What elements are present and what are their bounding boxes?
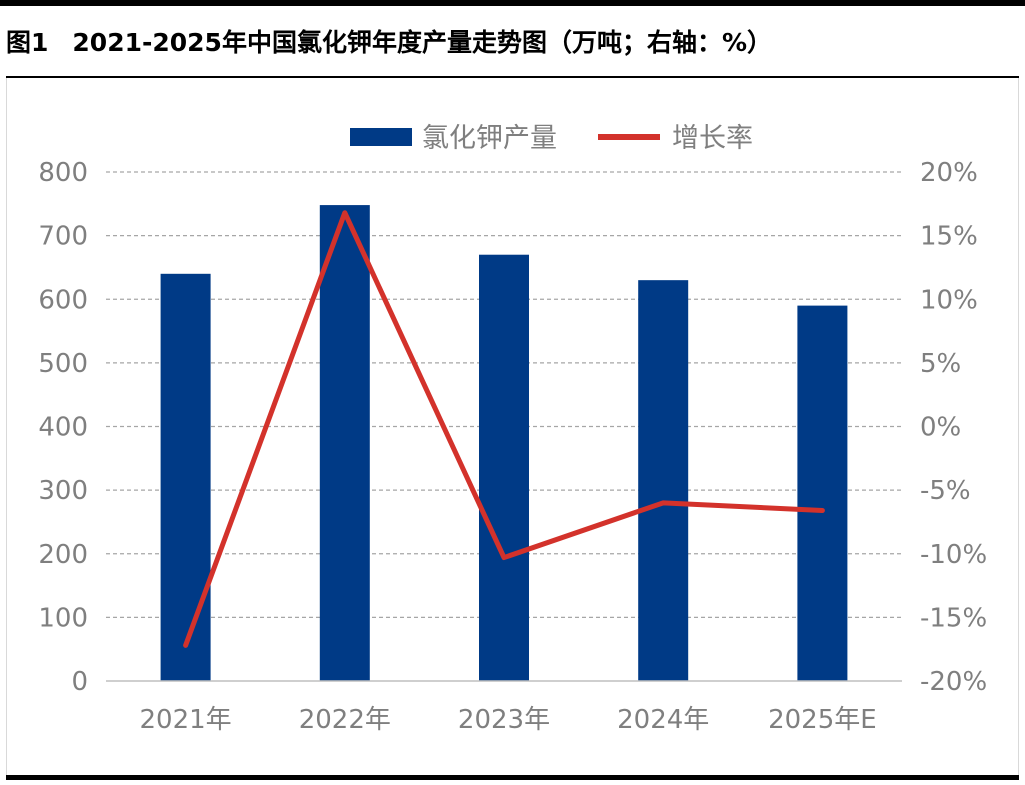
top-rule	[0, 0, 1025, 6]
left-axis-tick-label: 400	[38, 413, 88, 443]
right-axis-tick-label: 5%	[920, 349, 961, 379]
x-axis-category-label: 2022年	[299, 705, 391, 735]
right-axis-tick-label: -10%	[920, 540, 987, 570]
left-axis-tick-label: 300	[38, 476, 88, 506]
right-axis-tick-label: -15%	[920, 603, 987, 633]
left-axis-tick-label: 700	[38, 222, 88, 252]
left-axis-tick-label: 500	[38, 349, 88, 379]
x-axis-category-label: 2024年	[617, 705, 709, 735]
legend-swatch-bar	[350, 128, 412, 146]
bar-series	[160, 205, 848, 681]
bar-4	[638, 280, 689, 681]
bottom-rule	[6, 775, 1019, 780]
legend-label-production: 氯化钾产量	[422, 123, 557, 154]
legend: 氯化钾产量 增长率	[350, 123, 753, 154]
right-axis-tick-label: 15%	[920, 222, 978, 252]
left-axis-tick-label: 0	[71, 667, 88, 697]
right-axis-tick-label: 10%	[920, 285, 978, 315]
line-series	[183, 210, 825, 648]
right-axis-tick-label: -5%	[920, 476, 971, 506]
frame-right-border	[1018, 78, 1019, 775]
right-axis-tick-label: -20%	[920, 667, 987, 697]
left-axis-tick-label: 200	[38, 540, 88, 570]
frame-left-border	[6, 78, 7, 775]
bar-1	[160, 273, 211, 681]
axes: 0 100 200 300 400 500 600 700 800 -20% -15% -10% -5%…	[38, 158, 987, 735]
title-rule	[6, 76, 1019, 78]
x-axis-category-label: 2023年	[458, 705, 550, 735]
x-axis-category-label: 2025年E	[768, 705, 877, 735]
right-axis-tick-label: 20%	[920, 158, 978, 188]
figure-number: 图1	[6, 28, 49, 57]
bar-5	[797, 305, 848, 681]
x-axis-category-label: 2021年	[140, 705, 232, 735]
right-axis-tick-label: 0%	[920, 413, 961, 443]
figure-title-text: 2021-2025年中国氯化钾年度产量走势图（万吨；右轴：%）	[72, 28, 772, 57]
bar-3	[479, 254, 529, 681]
left-axis-tick-label: 100	[38, 603, 88, 633]
left-axis-tick-label: 600	[38, 285, 88, 315]
bar-2	[319, 205, 370, 681]
figure-title: 图1 2021-2025年中国氯化钾年度产量走势图（万吨；右轴：%）	[6, 22, 772, 64]
left-axis-tick-label: 800	[38, 158, 88, 188]
legend-label-growth-rate: 增长率	[672, 123, 753, 154]
